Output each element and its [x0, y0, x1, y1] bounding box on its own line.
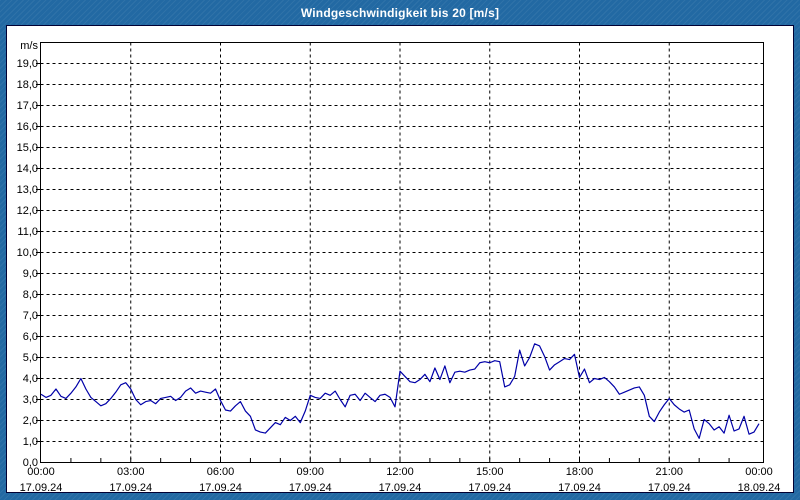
- x-tick-time-label: 21:00: [655, 466, 684, 478]
- x-tick-date-label: 17.09.24: [558, 482, 601, 494]
- x-tick-time-label: 06:00: [206, 466, 235, 478]
- x-tick-time-label: 12:00: [386, 466, 414, 478]
- x-tick-date-label: 17.09.24: [288, 482, 332, 494]
- x-tick-time-label: 15:00: [475, 466, 504, 478]
- y-tick-label: 5,0: [22, 351, 38, 364]
- title-bar: Windgeschwindigkeit bis 20 [m/s]: [0, 0, 800, 25]
- y-tick-label: 8,0: [22, 288, 38, 301]
- y-tick-label: 13,0: [16, 183, 38, 196]
- y-tick-label: 4,0: [22, 372, 38, 385]
- chart-title: Windgeschwindigkeit bis 20 [m/s]: [300, 5, 500, 20]
- x-tick-time-label: 09:00: [296, 466, 325, 478]
- y-tick-label: 16,0: [16, 120, 38, 133]
- y-tick-label: 7,0: [22, 309, 38, 322]
- x-tick-time-label: 18:00: [565, 466, 594, 478]
- y-tick-label: 12,0: [16, 204, 38, 217]
- y-tick-label: 3,0: [22, 393, 38, 406]
- x-tick-date-label: 17.09.24: [199, 482, 242, 494]
- y-tick-label: 0,0: [22, 456, 38, 469]
- x-tick-date-label: 17.09.24: [468, 482, 512, 494]
- y-tick-label: 18,0: [16, 78, 38, 91]
- y-tick-label: 9,0: [22, 267, 38, 280]
- y-tick-label: 15,0: [16, 141, 38, 154]
- y-axis-unit-label: m/s: [20, 40, 38, 52]
- x-tick-date-label: 17.09.24: [19, 482, 63, 494]
- chart-panel: m/s 0,0 1,0 2,0 3,0 4,0 5,0 6,0 7,0 8,0 9,0 10,0 11…: [6, 25, 794, 494]
- x-tick-date-label: 17.09.24: [378, 482, 422, 494]
- x-tick-date-label: 17.09.24: [647, 482, 691, 494]
- y-tick-label: 11,0: [17, 225, 38, 238]
- y-tick-label: 6,0: [22, 330, 38, 343]
- plot-frame: [40, 42, 764, 463]
- y-tick-label: 14,0: [16, 162, 38, 175]
- y-tick-label: 19,0: [16, 57, 38, 70]
- y-tick-label: 2,0: [22, 414, 38, 427]
- x-tick-time-label: 00:00: [745, 466, 773, 478]
- x-tick-time-label: 00:00: [27, 466, 55, 478]
- wind-speed-plot: [36, 42, 764, 463]
- x-tick-time-label: 03:00: [116, 466, 145, 478]
- wind-speed-line: [40, 343, 760, 439]
- y-tick-label: 1,0: [22, 435, 38, 448]
- y-tick-label: 17,0: [16, 99, 38, 112]
- x-tick-date-label: 17.09.24: [109, 482, 153, 494]
- x-tick-date-label: 18.09.24: [737, 482, 781, 494]
- y-tick-label: 10,0: [16, 246, 38, 259]
